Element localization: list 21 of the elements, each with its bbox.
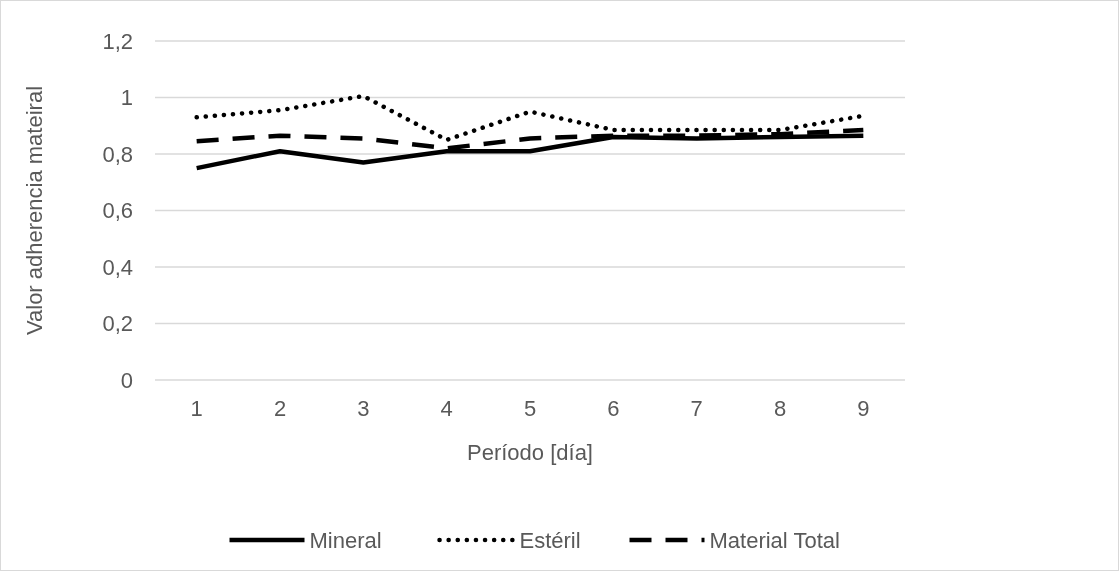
x-tick-label: 9	[857, 396, 870, 421]
legend-label: Estéril	[519, 527, 581, 553]
y-tick-label: 0,8	[102, 141, 133, 167]
y-tick-label: 0,2	[102, 311, 133, 337]
x-tick-label: 2	[273, 396, 287, 421]
y-tick-label: 0,6	[102, 198, 133, 224]
x-tick-label: 1	[190, 396, 203, 421]
y-tick-label: 1,2	[102, 28, 133, 54]
x-tick-label: 8	[773, 396, 787, 421]
legend-label: Material Total	[709, 527, 840, 553]
y-axis-title: Valor adherencia mateiral	[22, 85, 47, 336]
y-tick-label: 0,4	[102, 254, 133, 280]
x-tick-label: 6	[607, 396, 620, 421]
x-tick-label: 7	[690, 396, 703, 421]
y-tick-label: 0	[120, 367, 133, 393]
x-axis-title: Período [día]	[467, 440, 593, 465]
x-tick-label: 4	[440, 396, 453, 421]
x-tick-label: 3	[357, 396, 370, 421]
legend-label: Mineral	[309, 527, 382, 553]
y-tick-label: 1	[120, 85, 133, 111]
x-tick-label: 5	[523, 396, 537, 421]
